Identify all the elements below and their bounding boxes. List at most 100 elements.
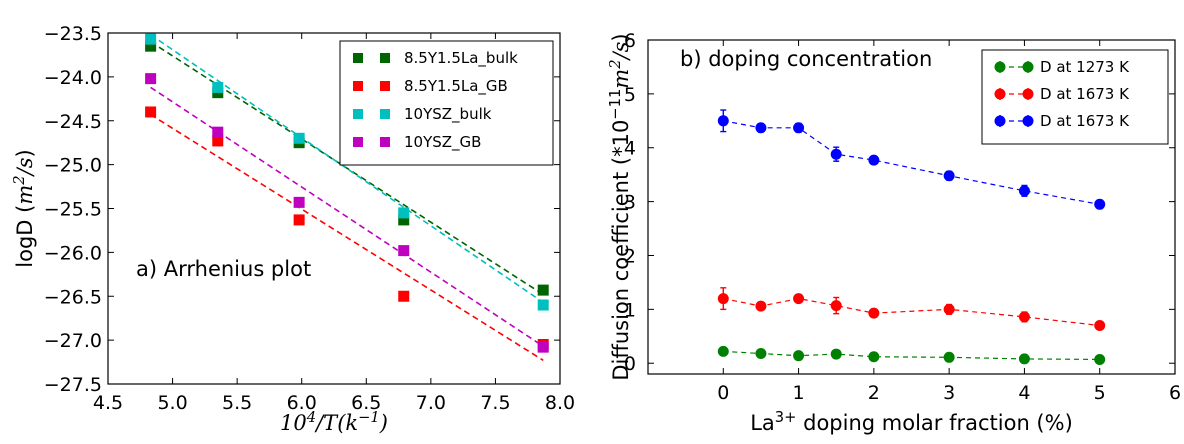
data-point-0: [1094, 353, 1106, 365]
data-point-2: [755, 122, 767, 134]
data-point-8.5Y1.5La_bulk: [398, 214, 410, 226]
data-point-10YSZ_bulk: [537, 299, 549, 311]
legend-b: D at 1273 K D at 1673 K D at 1673 K: [981, 49, 1169, 145]
x-tick-label: 2: [868, 382, 880, 404]
legend-frame-b: [981, 49, 1169, 145]
legend-marker: [380, 81, 390, 91]
y-tick-label: 1: [624, 299, 636, 321]
y-tick-label: 2: [624, 245, 636, 267]
x-tick-label: 6.5: [351, 392, 381, 414]
data-point-8.5Y1.5La_GB: [293, 214, 305, 226]
y-tick-label: 3: [624, 192, 636, 214]
data-point-1: [1018, 311, 1030, 323]
data-point-2: [868, 154, 880, 166]
legend-label: 8.5Y1.5La_bulk: [404, 49, 518, 68]
data-point-8.5Y1.5La_bulk: [145, 40, 157, 52]
x-axis-label-b: La3+ doping molar fraction (%): [750, 409, 1073, 436]
data-point-1: [943, 303, 955, 315]
legend-marker: [380, 109, 390, 119]
data-point-2: [830, 148, 842, 160]
legend-label: 10YSZ_GB: [404, 133, 481, 152]
x-tick-label: 7.5: [480, 392, 510, 414]
axes-frame-b: [647, 39, 1176, 375]
legend-label: D at 1673 K: [1040, 112, 1130, 130]
legend-label: 8.5Y1.5La_GB: [404, 77, 508, 96]
legend-marker: [994, 61, 1006, 73]
data-point-0: [868, 351, 880, 363]
y-tick-label: 4: [624, 138, 636, 160]
x-tick-label: 3: [943, 382, 955, 404]
legend-label: 10YSZ_bulk: [404, 105, 492, 124]
data-point-1: [755, 300, 767, 312]
y-tick-label: −25.5: [44, 199, 102, 221]
legend-marker: [380, 53, 390, 63]
data-point-8.5Y1.5La_bulk: [537, 284, 549, 296]
data-point-10YSZ_GB: [212, 126, 224, 138]
legend-label: D at 1673 K: [1040, 85, 1130, 103]
doping-panel: 0 1 2 3 4 5 6 0 1 2 3 4 5 6 La3+ doping molar fraction…: [607, 30, 1182, 435]
panel-annotation-b: b) doping concentration: [680, 47, 932, 71]
data-point-0: [755, 348, 767, 360]
data-point-10YSZ_GB: [398, 245, 410, 257]
data-point-10YSZ_GB: [537, 341, 549, 353]
y-tick-label: −23.5: [44, 23, 102, 45]
series-line-2: [723, 120, 1100, 205]
x-tick-label: 5.0: [157, 392, 187, 414]
data-point-10YSZ_GB: [293, 196, 305, 208]
data-point-2: [1018, 185, 1030, 197]
data-point-0: [717, 345, 729, 357]
legend-marker: [353, 53, 363, 63]
legend-marker: [380, 137, 390, 147]
legend-marker: [353, 81, 363, 91]
fit-line-2: [150, 34, 544, 304]
y-tick-label: −26.0: [44, 242, 102, 264]
legend-marker: [994, 88, 1006, 100]
fit-line-3: [150, 86, 544, 347]
x-tick-label: 7.0: [416, 392, 446, 414]
series-line-0: [723, 350, 1100, 361]
legend-label: D at 1273 K: [1040, 58, 1130, 76]
legend-marker: [1022, 115, 1034, 127]
x-tick-label: 4: [1018, 382, 1030, 404]
legend-marker: [353, 109, 363, 119]
y-tick-label: −27.0: [44, 330, 102, 352]
legend-marker: [353, 137, 363, 147]
data-point-8.5Y1.5La_GB: [212, 135, 224, 147]
data-point-1: [717, 293, 729, 305]
data-point-2: [943, 170, 955, 182]
x-tick-label: 6: [1169, 382, 1181, 404]
x-axis-label-a: 104/T(k−1): [280, 409, 388, 436]
data-point-1: [868, 307, 880, 319]
data-point-10YSZ_bulk: [398, 207, 410, 219]
legend-marker: [994, 115, 1006, 127]
legend-a: 8.5Y1.5La_bulk 8.5Y1.5La_GB 10YSZ_bulk 10YS…: [339, 40, 554, 166]
y-axis-label-b: Diffusion coefficient (*10−11m2/s): [607, 33, 634, 380]
legend-frame-a: [339, 40, 554, 166]
x-tick-label: 6.0: [287, 392, 317, 414]
y-tick-label: −24.0: [44, 67, 102, 89]
series-line-1: [723, 297, 1100, 327]
data-point-10YSZ_bulk: [293, 132, 305, 144]
data-point-0: [793, 350, 805, 362]
data-point-10YSZ_GB: [145, 73, 157, 85]
legend-marker: [1022, 88, 1034, 100]
y-tick-label: −27.5: [44, 374, 102, 396]
data-point-0: [943, 351, 955, 363]
y-tick-label: −25.0: [44, 155, 102, 177]
data-point-1: [1094, 320, 1106, 332]
data-point-2: [717, 115, 729, 127]
y-axis-label-a: logD (m2/s): [11, 149, 38, 267]
data-point-8.5Y1.5La_GB: [398, 290, 410, 302]
fit-line-1: [150, 113, 544, 361]
data-point-0: [1018, 353, 1030, 365]
legend-marker: [1022, 61, 1034, 73]
data-point-1: [793, 293, 805, 305]
y-tick-label: 0: [624, 353, 636, 375]
x-tick-label: 5.5: [222, 392, 252, 414]
data-point-10YSZ_bulk: [212, 81, 224, 93]
y-tick-label: 6: [624, 30, 636, 52]
y-tick-label: −24.5: [44, 111, 102, 133]
y-tick-label: −26.5: [44, 286, 102, 308]
